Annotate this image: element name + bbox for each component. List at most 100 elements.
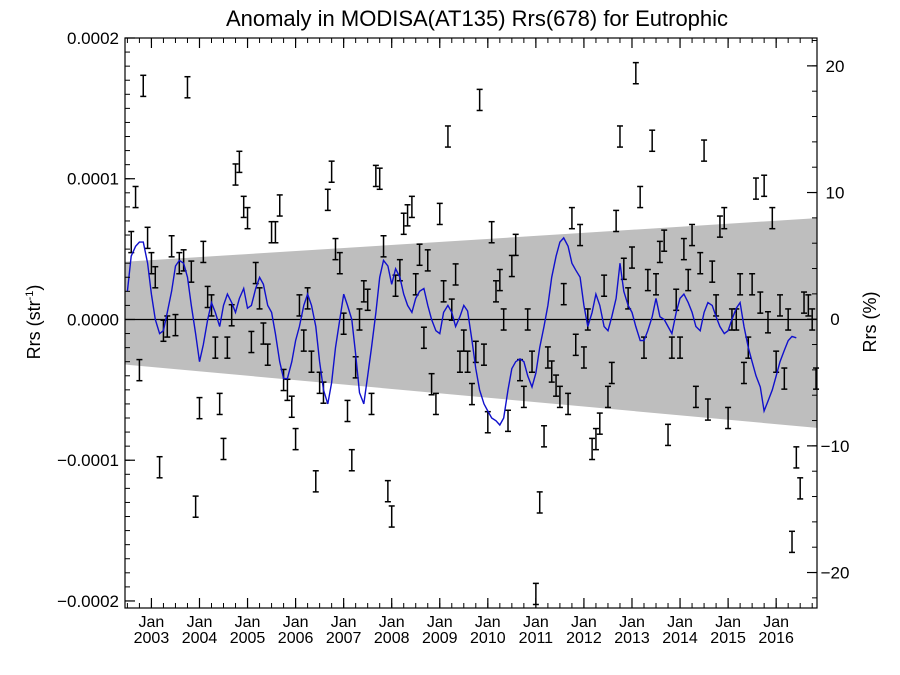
errorbar-point bbox=[697, 251, 704, 275]
errorbar-point bbox=[665, 423, 672, 447]
errorbar-point bbox=[240, 195, 247, 219]
y2-tick-label: 10 bbox=[826, 184, 845, 203]
x-tick-year-label: 2010 bbox=[470, 630, 506, 647]
x-tick-month-label: Jan bbox=[571, 614, 597, 631]
errorbar-point bbox=[424, 249, 431, 272]
errorbar-point bbox=[721, 206, 728, 230]
y2-tick-label: −20 bbox=[821, 564, 850, 583]
errorbar-point bbox=[480, 343, 487, 366]
errorbar-point bbox=[716, 215, 723, 238]
errorbar-point bbox=[304, 287, 311, 310]
errorbar-point bbox=[488, 220, 495, 244]
x-tick-year-label: 2016 bbox=[758, 630, 794, 647]
errorbar-point bbox=[264, 343, 271, 366]
x-tick-year-label: 2004 bbox=[182, 630, 218, 647]
errorbar-point bbox=[324, 188, 331, 212]
x-tick-month-label: Jan bbox=[619, 614, 645, 631]
errorbar-point bbox=[632, 61, 639, 85]
y-axis-label-tail: ) bbox=[24, 285, 44, 291]
errorbar-point bbox=[188, 260, 195, 283]
errorbar-point bbox=[400, 212, 407, 236]
x-tick-year-label: 2006 bbox=[278, 630, 314, 647]
x-tick-year-label: 2007 bbox=[326, 630, 362, 647]
x-tick-year-label: 2014 bbox=[662, 630, 698, 647]
errorbar-point bbox=[553, 374, 560, 397]
errorbar-point bbox=[568, 206, 575, 230]
x-tick-year-label: 2008 bbox=[374, 630, 410, 647]
y2-tick-label: −10 bbox=[821, 437, 850, 456]
errorbar-point bbox=[336, 251, 343, 275]
errorbar-point bbox=[288, 395, 295, 419]
errorbar-point bbox=[168, 234, 175, 258]
errorbar-point bbox=[781, 367, 788, 390]
errorbar-point bbox=[468, 382, 475, 406]
errorbar-point bbox=[529, 350, 536, 374]
errorbar-point bbox=[785, 308, 792, 331]
errorbar-point bbox=[725, 406, 732, 430]
errorbar-point bbox=[340, 312, 347, 336]
errorbar-point bbox=[661, 229, 668, 252]
uncertainty-band bbox=[125, 218, 817, 428]
y-tick-label: 0.0000 bbox=[67, 310, 119, 329]
errorbar-point bbox=[404, 204, 411, 227]
x-tick-month-label: Jan bbox=[763, 614, 789, 631]
errorbar-point bbox=[797, 477, 804, 500]
errorbar-point bbox=[292, 427, 299, 451]
errorbar-point bbox=[565, 392, 572, 416]
errorbar-point bbox=[300, 329, 307, 352]
errorbar-point bbox=[496, 268, 503, 292]
errorbar-point bbox=[200, 240, 207, 264]
errorbar-point bbox=[356, 308, 363, 331]
running-mean-line bbox=[126, 236, 797, 427]
errorbar-point bbox=[773, 350, 780, 374]
errorbar-point bbox=[372, 164, 379, 188]
errorbar-point bbox=[757, 291, 764, 314]
errorbar-point bbox=[204, 285, 211, 309]
errorbar-point bbox=[749, 272, 756, 296]
errorbar-point bbox=[805, 294, 812, 317]
errorbar-point bbox=[332, 237, 339, 261]
errorbar-point bbox=[236, 150, 243, 174]
errorbar-point bbox=[136, 358, 143, 382]
errorbar-point bbox=[312, 470, 319, 493]
errorbar-point bbox=[500, 308, 507, 331]
y2-tick-label: 20 bbox=[826, 57, 845, 76]
errorbar-point bbox=[248, 330, 255, 354]
errorbar-point bbox=[464, 350, 471, 374]
errorbar-point bbox=[224, 336, 231, 359]
errorbar-point bbox=[384, 479, 391, 503]
errorbar-point bbox=[793, 446, 800, 469]
errorbar-point bbox=[560, 282, 567, 306]
errorbar-point bbox=[512, 233, 519, 257]
errorbar-point bbox=[428, 372, 435, 396]
errorbar-point bbox=[601, 274, 608, 298]
errorbar-point bbox=[608, 361, 615, 385]
errorbar-point bbox=[701, 139, 708, 162]
errorbar-point bbox=[140, 74, 147, 98]
errorbar-point bbox=[604, 385, 611, 409]
errorbar-point bbox=[556, 385, 563, 409]
errorbar-point bbox=[737, 272, 744, 296]
errorbar-point bbox=[689, 223, 696, 247]
y-axis-label-superscript: -1 bbox=[24, 291, 36, 301]
x-tick-month-label: Jan bbox=[283, 614, 309, 631]
errorbar-point bbox=[680, 237, 687, 261]
errorbar-point bbox=[592, 427, 599, 451]
errorbar-point bbox=[704, 398, 711, 421]
errorbar-point bbox=[408, 195, 415, 219]
errorbar-point bbox=[432, 392, 439, 416]
errorbar-point bbox=[740, 361, 747, 385]
errorbar-point bbox=[801, 291, 808, 314]
chart-title: Anomaly in MODISA(AT135) Rrs(678) for Eu… bbox=[226, 6, 728, 31]
errorbar-point bbox=[776, 294, 783, 317]
x-tick-year-label: 2011 bbox=[519, 630, 554, 647]
errorbar-point bbox=[344, 399, 351, 423]
errorbar-point bbox=[328, 160, 335, 184]
errorbar-point bbox=[653, 272, 660, 296]
x-tick-month-label: Jan bbox=[379, 614, 405, 631]
x-tick-month-label: Jan bbox=[331, 614, 357, 631]
errorbar-point bbox=[505, 409, 512, 433]
x-tick-year-label: 2009 bbox=[422, 630, 458, 647]
errorbar-point bbox=[520, 385, 527, 409]
